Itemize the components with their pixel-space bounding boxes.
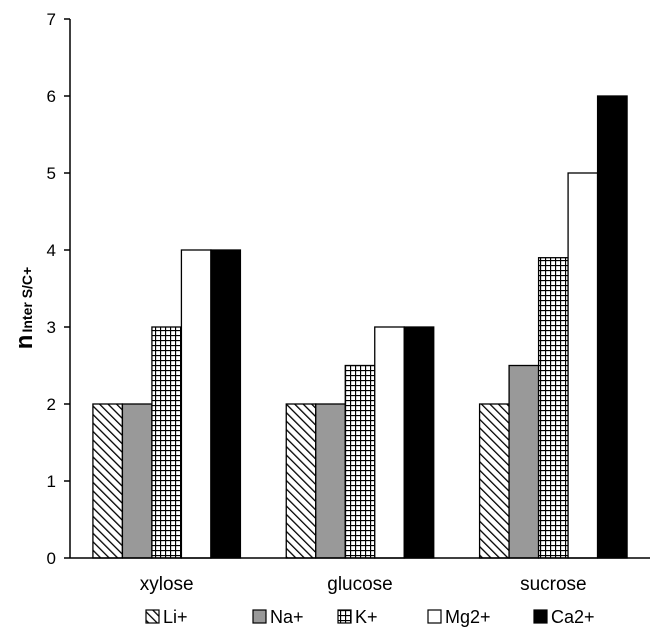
x-axis: xylose glucose sucrose: [70, 557, 650, 595]
bar-sucrose-K: [537, 257, 569, 559]
y-tick-label: 0: [47, 549, 56, 568]
legend-label: Na+: [270, 607, 304, 627]
bar-xylose-Li: [92, 403, 124, 559]
legend-swatch: [427, 609, 442, 624]
x-tick-label: xylose: [140, 574, 194, 595]
legend-label: Mg2+: [445, 607, 491, 627]
y-tick-label: 7: [47, 10, 56, 29]
bars: [92, 95, 628, 559]
x-tick-label: glucose: [327, 574, 393, 595]
y-tick-label: 5: [47, 164, 56, 183]
legend-label: Li+: [163, 607, 188, 627]
bar-sucrose-Na: [508, 364, 540, 559]
legend-swatch: [337, 609, 352, 624]
y-tick-label: 2: [47, 395, 56, 414]
y-axis: 0 1 2 3 4 5 6 7: [47, 10, 71, 568]
bar-xylose-Mg2: [180, 249, 212, 559]
bar-glucose-Na: [315, 403, 346, 559]
legend-label: K+: [355, 607, 378, 627]
y-axis-title-main: n: [11, 335, 38, 350]
x-tick-label: sucrose: [520, 574, 587, 595]
svg-text:nInter S/C+: n Inter S/C+: [11, 267, 38, 349]
bar-xylose-Na: [121, 403, 153, 559]
bar-glucose-Li: [285, 403, 317, 559]
y-axis-title-sub: Inter S/C+: [19, 267, 35, 333]
legend-swatch: [533, 609, 548, 624]
legend-swatch: [252, 609, 267, 624]
legend-swatch: [145, 609, 160, 624]
legend: Li+ Na+ K+ Mg2+ Ca2+: [145, 607, 595, 627]
bar-glucose-Mg2: [374, 326, 405, 559]
legend-label: Ca2+: [551, 607, 595, 627]
y-tick-label: 4: [47, 241, 56, 260]
bar-sucrose-Li: [478, 403, 510, 559]
bar-sucrose-Ca2: [596, 95, 628, 559]
bar-glucose-K: [344, 364, 376, 559]
bar-xylose-K: [151, 326, 183, 559]
bar-glucose-Ca2: [403, 326, 435, 559]
bar-xylose-Ca2: [210, 249, 242, 559]
y-tick-label: 6: [47, 87, 56, 106]
y-tick-label: 1: [47, 472, 56, 491]
y-axis-title: n Inter S/C+: [11, 267, 38, 349]
bar-sucrose-Mg2: [567, 172, 599, 559]
y-tick-label: 3: [47, 318, 56, 337]
